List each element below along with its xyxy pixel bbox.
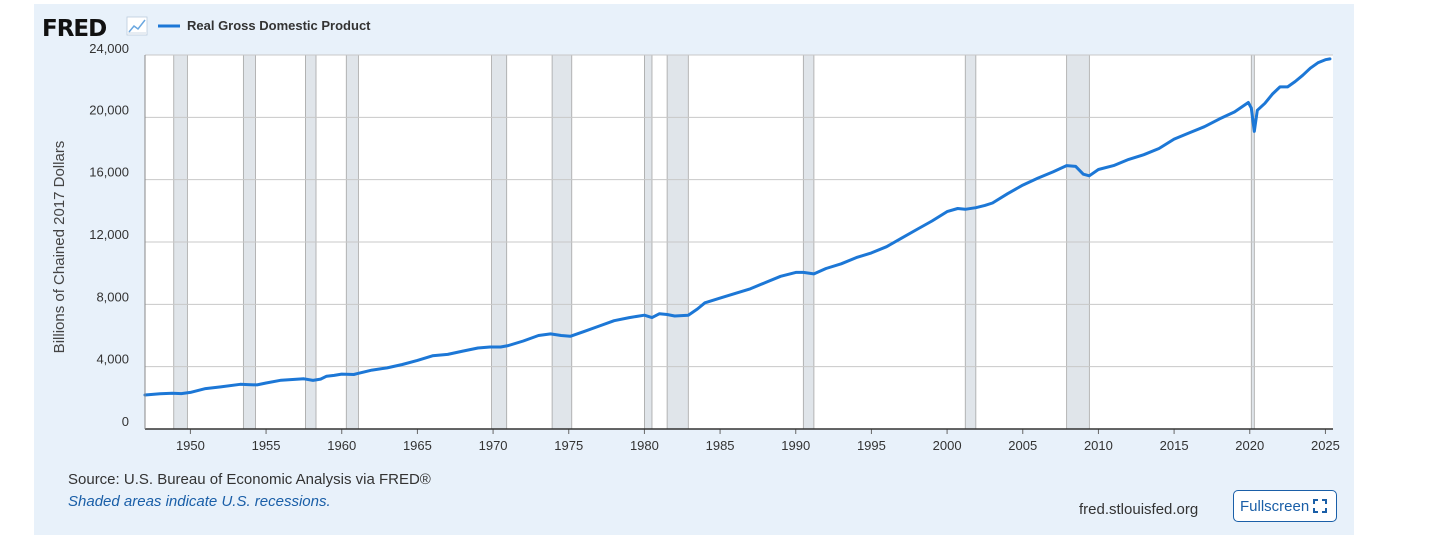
- expand-icon: [1313, 499, 1328, 513]
- x-axis-ticks: 1950 1955 1960 1965 1970 1975 1980 1985 1990 1995…: [176, 429, 1340, 453]
- y-axis-ticks: 0 4,000 8,000 12,000 16,000 20,000 24,000: [89, 41, 129, 429]
- x-tick-label: 2015: [1160, 438, 1189, 453]
- x-tick-label: 2025: [1311, 438, 1340, 453]
- y-tick-label: 16,000: [89, 165, 129, 180]
- legend-label: Real Gross Domestic Product: [187, 18, 371, 33]
- y-tick-label: 4,000: [96, 352, 129, 367]
- source-text: Source: U.S. Bureau of Economic Analysis…: [68, 471, 431, 488]
- fred-logo[interactable]: FRED: [42, 16, 107, 42]
- y-tick-label: 24,000: [89, 41, 129, 56]
- fullscreen-label: Fullscreen: [1240, 497, 1310, 515]
- series-line: [143, 57, 1332, 397]
- x-tick-label: 1995: [857, 438, 886, 453]
- chart-line-icon: [126, 16, 148, 36]
- x-tick-label: 1990: [781, 438, 810, 453]
- chart-canvas: FRED Real Gross Domestic Product 0 4,000 8…: [42, 16, 1340, 453]
- recession-note: Shaded areas indicate U.S. recessions.: [68, 493, 331, 510]
- x-tick-label: 1980: [630, 438, 659, 453]
- x-tick-label: 1960: [327, 438, 356, 453]
- site-link[interactable]: fred.stlouisfed.org: [1079, 501, 1199, 518]
- x-tick-label: 1965: [403, 438, 432, 453]
- x-tick-label: 1955: [252, 438, 281, 453]
- y-tick-label: 0: [122, 414, 129, 429]
- x-tick-label: 1950: [176, 438, 205, 453]
- x-tick-label: 1975: [554, 438, 583, 453]
- y-axis-label: Billions of Chained 2017 Dollars: [51, 141, 68, 354]
- x-tick-label: 2000: [933, 438, 962, 453]
- x-tick-label: 2020: [1235, 438, 1264, 453]
- y-tick-label: 20,000: [89, 102, 129, 117]
- y-tick-label: 8,000: [96, 289, 129, 304]
- x-tick-label: 2005: [1008, 438, 1037, 453]
- x-tick-label: 1985: [706, 438, 735, 453]
- chart-panel: FRED Real Gross Domestic Product 0 4,000 8…: [34, 4, 1354, 535]
- x-tick-label: 2010: [1084, 438, 1113, 453]
- x-tick-label: 1970: [479, 438, 508, 453]
- fullscreen-button[interactable]: Fullscreen: [1233, 490, 1337, 522]
- series-layer: [143, 57, 1332, 397]
- plot-frame: [144, 55, 1333, 430]
- y-tick-label: 12,000: [89, 227, 129, 242]
